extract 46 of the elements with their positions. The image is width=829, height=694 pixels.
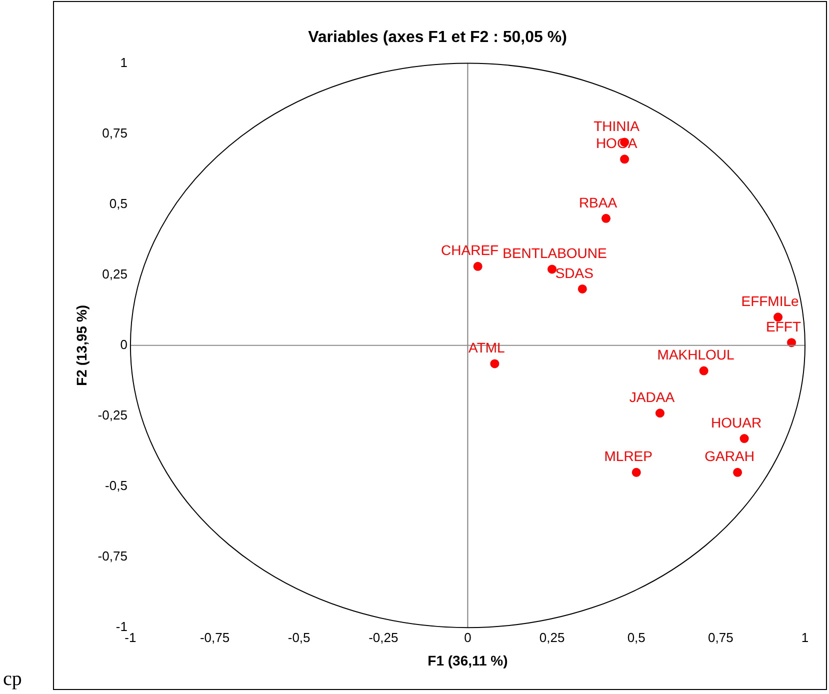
annotation: SDAS xyxy=(555,264,594,281)
annotation: EFFT xyxy=(766,318,802,334)
y-tick-label: -0,75 xyxy=(98,548,128,564)
x-tick-label: 0,75 xyxy=(708,630,734,645)
annotation: BENTLABOUNE xyxy=(502,245,607,262)
annotation: HOUAR xyxy=(711,414,762,430)
annotation: RBAA xyxy=(578,194,618,210)
y-tick-label: 0,5 xyxy=(109,196,128,211)
point xyxy=(578,284,587,294)
text: cp xyxy=(3,668,22,691)
annotation: CHAREF xyxy=(441,242,499,258)
y-tick-label: 0,75 xyxy=(102,125,128,140)
annotation: ATML xyxy=(468,340,506,356)
point xyxy=(699,366,708,376)
annotation: GARAH xyxy=(704,448,754,464)
point xyxy=(655,408,664,418)
x-tick-label: 0,25 xyxy=(539,630,565,645)
point xyxy=(740,434,749,444)
y-tick-label: 1 xyxy=(120,54,128,70)
y-tick-label: -1 xyxy=(116,619,128,634)
x-tick-label: -0,25 xyxy=(368,630,398,645)
chart-title: Variables (axes F1 et F2 : 50,05 %) xyxy=(308,29,567,46)
x-tick-label: -0,5 xyxy=(288,630,310,645)
x-axis-title: F1 (36,11 %) xyxy=(428,652,508,668)
y-tick-label: 0 xyxy=(120,336,128,352)
point xyxy=(548,264,557,274)
point xyxy=(632,468,641,477)
y-tick-label: -0,5 xyxy=(105,478,128,494)
point xyxy=(602,214,610,223)
point xyxy=(774,312,783,322)
x-tick-label: -0,75 xyxy=(200,630,230,645)
x-tick-label: 0 xyxy=(464,630,472,645)
y-axis-title: F2 (13,95 %) xyxy=(73,304,90,386)
point xyxy=(733,468,742,477)
annotation: JADAA xyxy=(629,388,676,405)
annotation: MAKHLOUL xyxy=(657,346,735,363)
annotation: THINIA xyxy=(594,118,640,134)
point xyxy=(620,154,630,164)
point xyxy=(473,262,482,271)
annotation: EFFMILe xyxy=(741,293,800,310)
annotation: MLREP xyxy=(604,448,652,464)
y-tick-label: 0,25 xyxy=(102,266,128,282)
point xyxy=(490,359,500,368)
y-tick-label: -0,25 xyxy=(98,408,128,423)
x-tick-label: 1 xyxy=(801,630,809,645)
x-tick-label: 0,5 xyxy=(627,630,646,645)
